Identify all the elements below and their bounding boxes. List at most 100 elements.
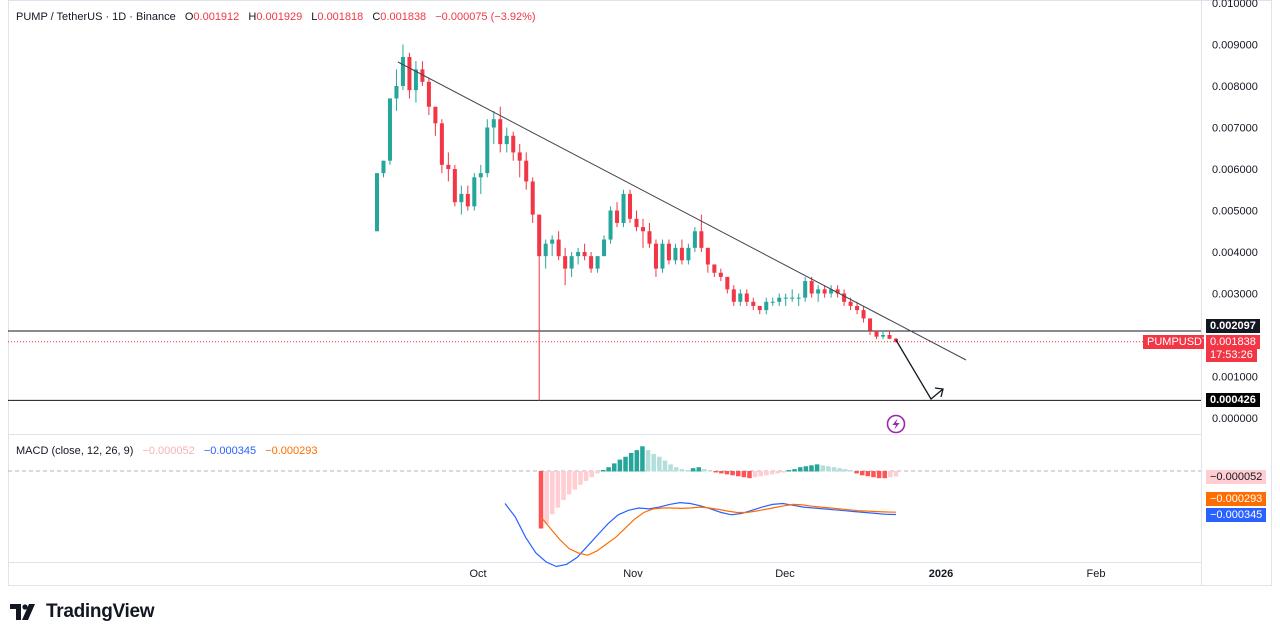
macd-histogram-bar (809, 465, 814, 472)
macd-pane (8, 446, 1201, 568)
candle-down (757, 305, 762, 311)
tradingview-logo[interactable]: TradingView (10, 600, 155, 624)
resistance-price-badge: 0.002097 (1206, 319, 1260, 333)
candle-up (803, 281, 808, 298)
candle-up (738, 293, 743, 302)
candle-down (634, 218, 639, 228)
price-tick-label: 0.003000 (1212, 289, 1258, 301)
macd-indicator-label[interactable]: MACD (close, 12, 26, 9) (16, 445, 134, 457)
candle-down (465, 193, 470, 207)
macd-line (504, 501, 897, 568)
macd-histogram-bar (831, 467, 837, 472)
symbol-label[interactable]: PUMP / TetherUS · 1D · Binance (16, 11, 176, 23)
candle-down (563, 256, 568, 269)
candle-up (569, 256, 574, 269)
candle-down (874, 330, 879, 337)
candle-down (868, 318, 873, 331)
candle-down (589, 256, 594, 269)
price-tick-label: 0.006000 (1212, 164, 1258, 176)
macd-histogram-bar (651, 453, 656, 472)
candle-down (615, 210, 620, 223)
candle-up (673, 247, 678, 261)
macd-histogram-bar (724, 471, 730, 475)
macd-histogram-bar (662, 460, 668, 472)
candle-up (692, 231, 697, 248)
pane-separator (8, 434, 1201, 435)
alert-bolt-icon[interactable] (886, 414, 906, 434)
candle-down (699, 231, 704, 248)
candle-down (439, 123, 444, 165)
macd-histogram-bar (713, 471, 718, 473)
candle-up (543, 243, 548, 257)
time-axis[interactable]: Oct Nov Dec 2026 Feb (469, 568, 1105, 580)
price-tick-label: 0.005000 (1212, 206, 1258, 218)
horizontal-lines (8, 330, 1201, 401)
candle-up (576, 252, 581, 257)
price-tick-label: 0.001000 (1212, 372, 1258, 384)
macd-histogram-bar (550, 471, 555, 515)
macd-legend: MACD (close, 12, 26, 9) −0.000052 −0.000… (16, 445, 318, 457)
low-value: 0.001818 (317, 11, 364, 23)
macd-histogram-bar (566, 471, 572, 495)
candle-up (491, 119, 496, 128)
low-label: L (311, 11, 318, 23)
candles (374, 44, 899, 401)
macd-histogram-bar (595, 471, 600, 474)
macd-histogram-bar (657, 456, 662, 472)
macd-histogram-bar (837, 468, 842, 472)
tradingview-logo-icon (10, 604, 35, 620)
candle-up (459, 193, 464, 203)
candle-down (861, 310, 866, 319)
macd-histogram-bar (859, 471, 865, 476)
macd-line-badge: −0.000345 (1206, 508, 1267, 522)
close-label: C (372, 11, 381, 23)
macd-histogram-bar (871, 471, 876, 478)
macd-histogram-bar (555, 471, 561, 508)
candle-down (822, 289, 827, 294)
macd-histogram-bar (843, 469, 848, 472)
candle-down (420, 69, 425, 82)
macd-histogram-bar (645, 450, 651, 472)
macd-histogram-bar (690, 468, 696, 472)
drawings[interactable] (397, 61, 967, 400)
candle-up (764, 301, 769, 311)
candle-down (725, 276, 730, 290)
macd-histogram-bar (719, 471, 724, 474)
candle-down (653, 243, 658, 269)
macd-histogram-bar (679, 469, 685, 472)
macd-histogram-bar (561, 471, 566, 500)
macd-signal-line (540, 503, 897, 556)
open-value: 0.001912 (193, 11, 240, 23)
candle-down (433, 106, 438, 124)
macd-histogram-bar (572, 471, 578, 490)
macd-histogram-bar (820, 465, 825, 472)
candle-down (498, 119, 503, 145)
macd-histogram-bar (752, 471, 758, 478)
candle-up (829, 289, 834, 294)
last-price-badge: 0.001838 (1206, 335, 1260, 349)
candle-down (712, 264, 717, 273)
high-value: 0.001929 (256, 11, 303, 23)
candle-up (504, 135, 509, 145)
time-tick-label: 2026 (929, 568, 953, 580)
projection-arrowhead (934, 387, 944, 398)
candle-up (790, 297, 795, 299)
macd-histogram-bar (888, 471, 893, 478)
price-axis[interactable]: 0.010000 0.009000 0.008000 0.007000 0.006000… (1212, 0, 1258, 425)
close-value: 0.001838 (380, 11, 427, 23)
candle-up (550, 239, 555, 244)
candle-up (777, 297, 782, 302)
macd-histogram-bar (578, 471, 583, 485)
candle-up (660, 243, 665, 269)
countdown-badge: 17:53:26 (1206, 348, 1257, 362)
candle-down (809, 281, 814, 294)
macd-histogram-bar (606, 467, 611, 472)
time-tick-label: Dec (775, 568, 795, 580)
candle-down (556, 239, 561, 257)
macd-histogram-bar (781, 471, 786, 473)
macd-signal-value: −0.000293 (265, 445, 318, 457)
candle-up (394, 86, 399, 99)
candle-down (842, 293, 847, 302)
macd-histogram-bar (735, 471, 741, 477)
